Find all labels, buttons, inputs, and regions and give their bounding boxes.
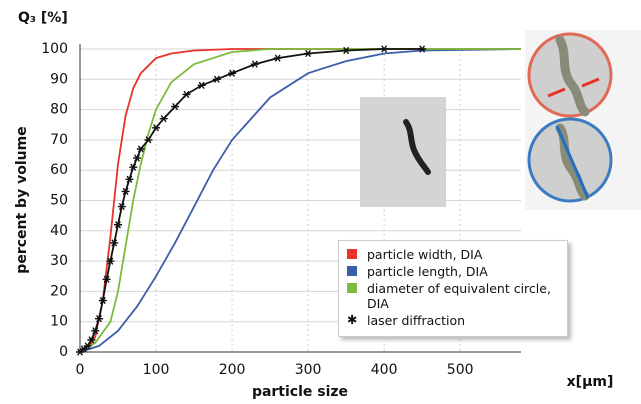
- marker: [102, 275, 111, 283]
- y-tick-label: 50: [50, 193, 68, 209]
- marker: [250, 60, 259, 68]
- legend-label: particle width, DIA: [367, 247, 483, 262]
- marker: [121, 187, 130, 196]
- legend-symbol: ✱: [347, 312, 358, 327]
- marker: [182, 90, 191, 99]
- x-tick-label: 0: [76, 362, 85, 378]
- y-tick-label: 20: [50, 283, 68, 299]
- x-unit-label: x[µm]: [567, 374, 614, 390]
- marker: [136, 145, 145, 153]
- y-tick-label: 10: [50, 314, 68, 330]
- marker: [76, 348, 84, 356]
- y-unit-label: Q₃ [%]: [18, 10, 68, 26]
- y-axis-title: percent by volume: [14, 126, 30, 273]
- marker: [273, 54, 282, 62]
- particle: [555, 35, 590, 117]
- legend-label: diameter of equivalent circle, DIA: [367, 281, 551, 311]
- marker: [79, 345, 88, 353]
- marker: [114, 221, 123, 229]
- y-tick-label: 80: [50, 102, 68, 118]
- particle: [403, 119, 431, 175]
- series-line: [79, 48, 522, 353]
- marker: [380, 45, 389, 53]
- marker: [212, 75, 221, 83]
- legend-entry: diameter of equivalent circle, DIA: [347, 281, 561, 311]
- marker: [87, 336, 96, 344]
- x-tick-label: 100: [143, 362, 170, 378]
- marker: [159, 115, 168, 123]
- y-tick-label: 30: [50, 253, 68, 269]
- legend-label: laser diffraction: [367, 313, 466, 328]
- marker: [144, 136, 153, 144]
- marker: [83, 342, 92, 350]
- y-tick-label: 70: [50, 132, 68, 148]
- marker: [152, 124, 161, 132]
- marker: [117, 202, 126, 211]
- marker: [125, 175, 134, 183]
- particle-image: [360, 97, 446, 207]
- marker: [171, 102, 180, 111]
- marker: [110, 239, 119, 247]
- marker: [228, 69, 237, 77]
- x-tick-label: 500: [447, 362, 474, 378]
- legend-entry: ✱ laser diffraction: [347, 312, 561, 329]
- marker: [197, 81, 206, 89]
- x-axis-title: particle size: [252, 384, 348, 400]
- marker: [129, 163, 138, 171]
- marker: [106, 257, 115, 265]
- y-tick-label: 100: [41, 41, 68, 57]
- y-tick-label: 40: [50, 223, 68, 239]
- width-arrow: [581, 77, 600, 88]
- legend: particle width, DIA particle length, DIA d…: [338, 240, 568, 337]
- marker: [342, 46, 351, 55]
- marker: [95, 315, 104, 323]
- y-tick-label: 90: [50, 71, 68, 87]
- legend-symbol: [347, 283, 357, 293]
- y-tick-label: 60: [50, 162, 68, 178]
- marker: [98, 296, 107, 305]
- y-tick-label: 0: [59, 344, 68, 360]
- marker: [91, 327, 100, 335]
- marker: [133, 154, 142, 162]
- width-arrow: [547, 87, 566, 98]
- x-tick-label: 200: [219, 362, 246, 378]
- marker: [304, 49, 313, 58]
- legend-entry: particle length, DIA: [347, 264, 561, 279]
- x-tick-label: 400: [371, 362, 398, 378]
- legend-symbol: [347, 249, 357, 259]
- legend-label: particle length, DIA: [367, 264, 488, 279]
- legend-symbol: [347, 266, 357, 276]
- marker: [418, 45, 427, 53]
- length-arrow: [555, 125, 590, 199]
- x-tick-label: 300: [295, 362, 322, 378]
- legend-entry: particle width, DIA: [347, 247, 561, 262]
